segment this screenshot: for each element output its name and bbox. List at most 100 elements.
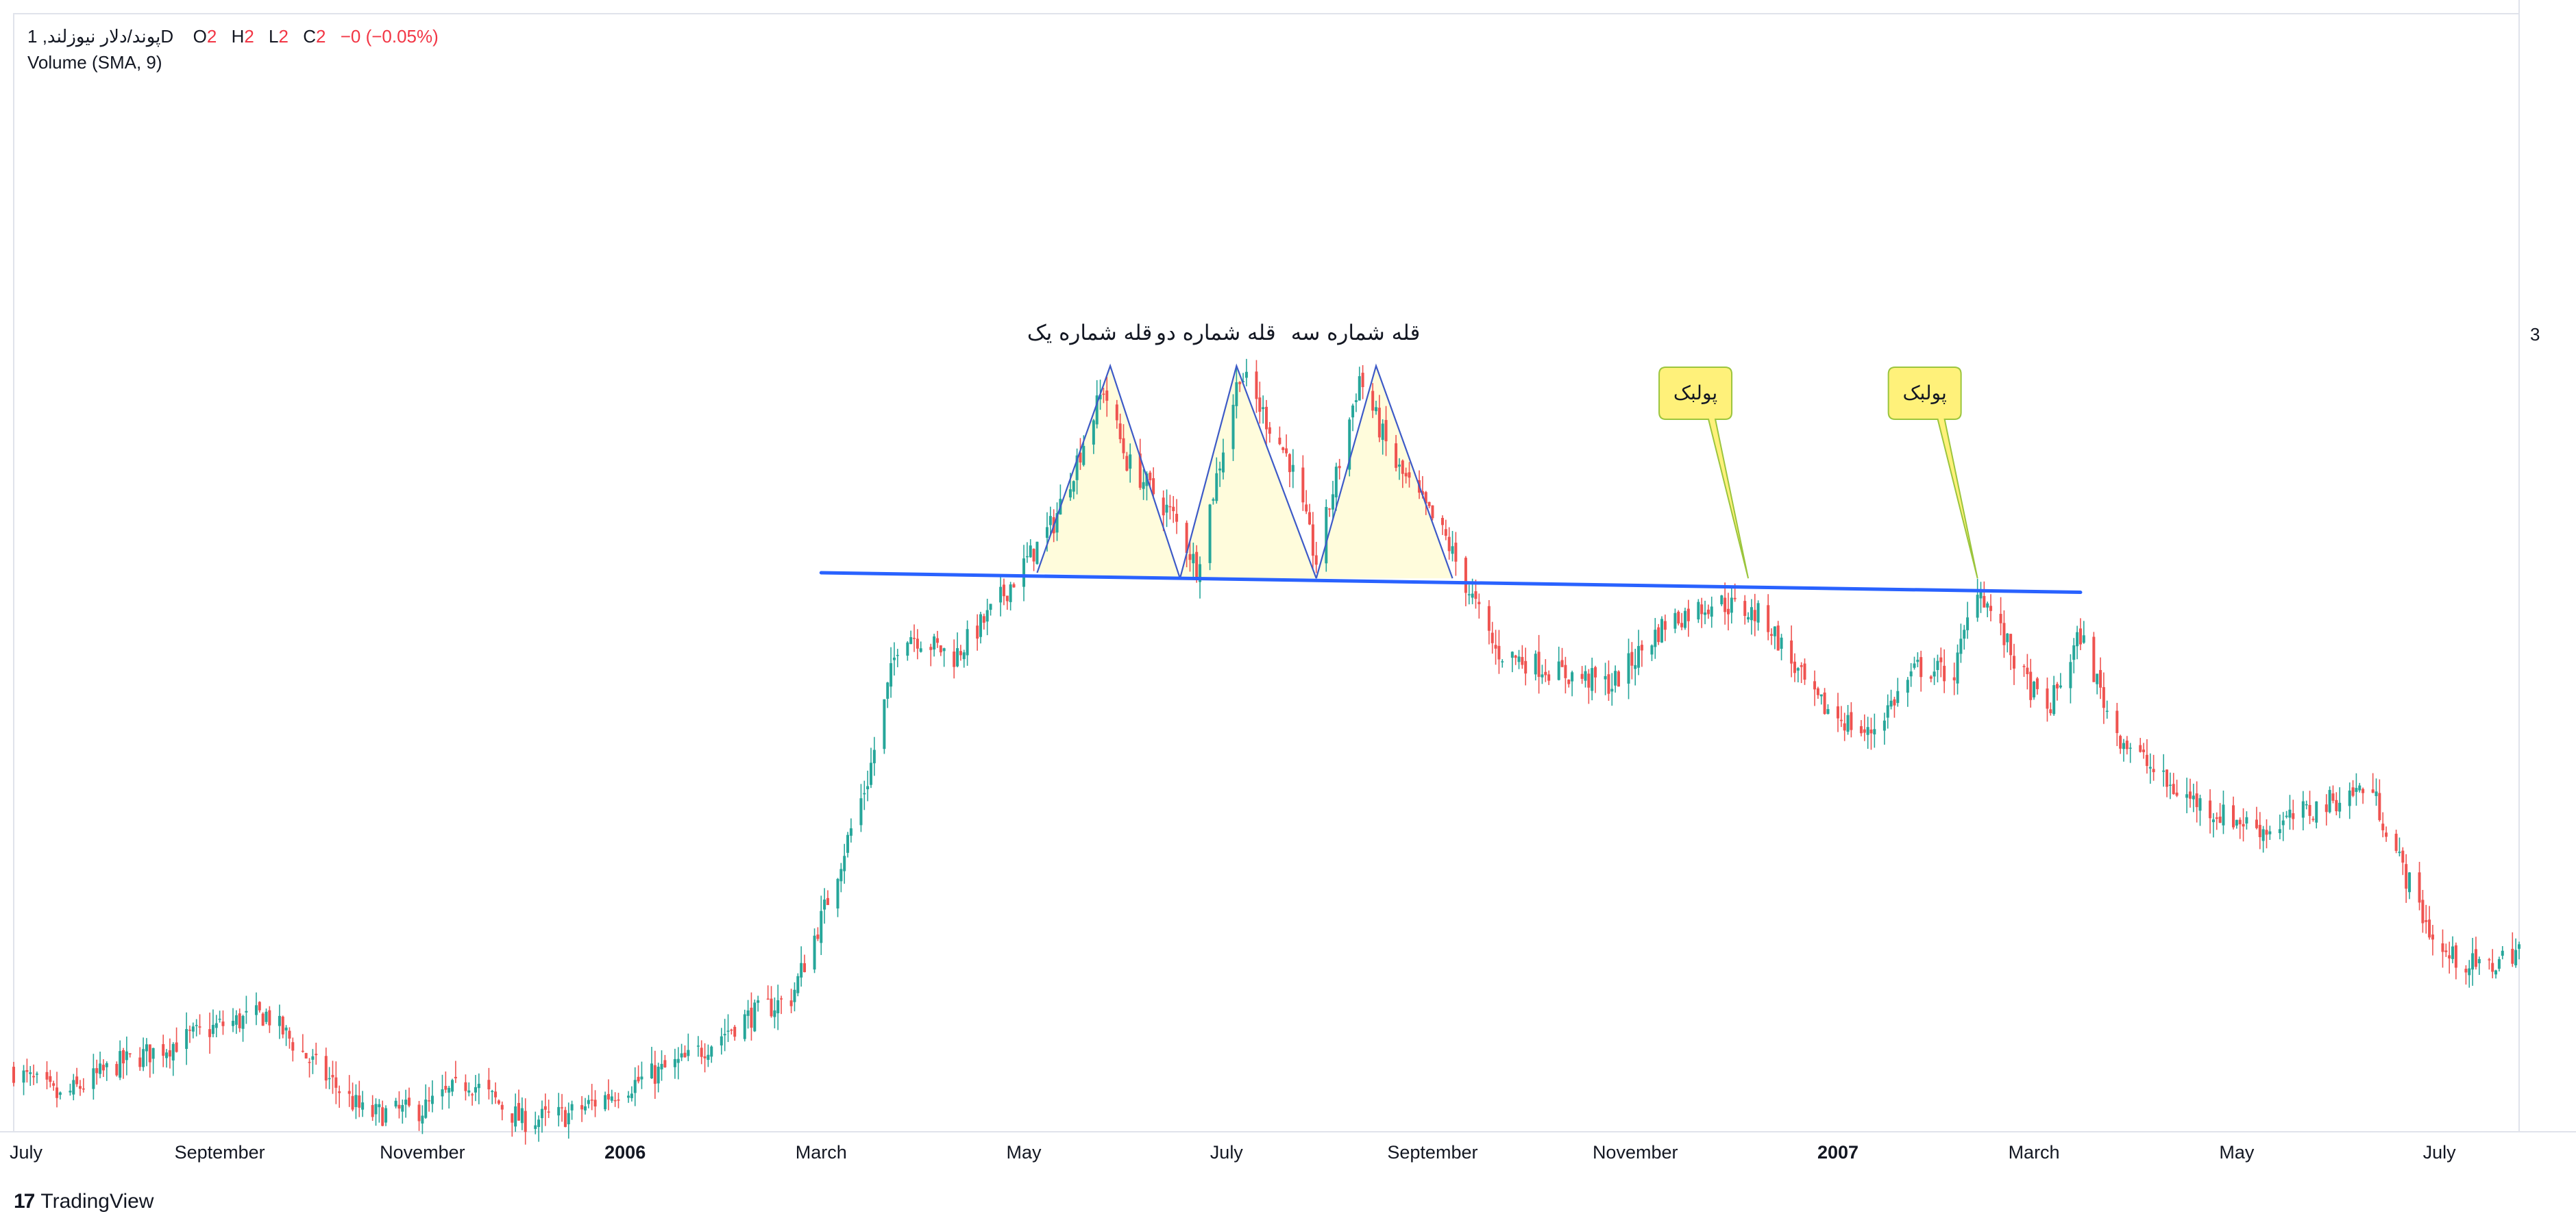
candle	[2464, 965, 2468, 985]
candle-body	[99, 1063, 102, 1074]
candle	[1404, 467, 1408, 484]
candle-body	[1022, 558, 1026, 587]
candle-body	[590, 1100, 593, 1101]
candle-body	[2431, 934, 2434, 940]
candle-body	[471, 1094, 474, 1095]
candle	[2407, 871, 2411, 900]
candle	[703, 1043, 707, 1073]
candle-body	[1564, 665, 1567, 678]
volume-indicator-legend[interactable]: Volume (SMA, 9)	[27, 52, 162, 73]
candle	[1079, 438, 1082, 470]
candle	[2441, 929, 2444, 968]
candle	[1255, 360, 1258, 413]
candle-body	[606, 1093, 610, 1100]
time-axis[interactable]: July September November 2006 March May July Sep…	[10, 1142, 2456, 1163]
candle-body	[1893, 699, 1896, 706]
neckline-group[interactable]	[819, 571, 2083, 595]
candle	[1075, 448, 1079, 495]
time-axis-label: July	[2423, 1142, 2457, 1163]
candle-body	[1524, 660, 1528, 674]
symbol-title[interactable]: پوند/دلار نیوزلند, 1D	[27, 26, 174, 47]
candle	[683, 1045, 687, 1058]
candle	[2092, 632, 2096, 682]
candle	[69, 1083, 72, 1096]
candle-body	[1979, 592, 1983, 599]
candle-body	[1440, 517, 1444, 525]
candle	[1268, 421, 1271, 443]
candle	[537, 1115, 541, 1142]
candle-body	[2092, 636, 2096, 682]
candle-body	[1291, 464, 1295, 472]
candle	[2166, 769, 2169, 797]
candle-body	[1258, 397, 1262, 412]
candle-body	[148, 1044, 151, 1063]
tradingview-branding[interactable]: 17 TradingView	[14, 1190, 154, 1213]
candle-body	[238, 1013, 241, 1028]
candle	[2292, 800, 2295, 830]
candle-body	[1235, 382, 1238, 406]
candle-body	[2474, 949, 2477, 967]
candle-body	[1614, 671, 1617, 686]
candle	[750, 992, 753, 1041]
candle-body	[2172, 784, 2175, 795]
candle-body	[1726, 608, 1730, 615]
candle-body	[1172, 506, 1175, 512]
candle	[168, 1038, 171, 1069]
candle-body	[2145, 754, 2148, 767]
candle	[474, 1075, 477, 1102]
candle	[2425, 904, 2428, 934]
candle-body	[474, 1087, 477, 1093]
candle-body	[2059, 685, 2062, 688]
candle-body	[520, 1108, 524, 1124]
candle-body	[2258, 825, 2261, 837]
candle	[2328, 786, 2331, 814]
candle-body	[1244, 371, 1248, 378]
candle-body	[2218, 816, 2222, 823]
candle-body	[780, 998, 783, 1000]
candle-body	[1943, 665, 1946, 682]
candle-body	[214, 1023, 218, 1028]
candle	[1916, 652, 1919, 667]
candle	[517, 1089, 521, 1121]
candle	[913, 624, 916, 652]
candle-body	[1773, 626, 1776, 636]
candle	[816, 927, 820, 941]
candle-body	[627, 1095, 630, 1098]
candle	[1235, 367, 1238, 419]
candle-body	[268, 1010, 271, 1026]
candle	[198, 1014, 201, 1035]
candle-body	[32, 1076, 36, 1078]
candle-body	[892, 657, 896, 660]
candle-body	[976, 625, 979, 639]
neckline[interactable]	[819, 571, 2083, 595]
candle-body	[1607, 674, 1610, 694]
candle-body	[2454, 945, 2457, 968]
candle-body	[175, 1042, 178, 1052]
candle-body	[746, 1010, 750, 1016]
candle-body	[454, 1076, 457, 1079]
candle	[2491, 949, 2494, 978]
volume-indicator-label[interactable]: Volume (SMA, 9)	[27, 52, 162, 73]
candle-body	[208, 1029, 212, 1037]
candle	[653, 1050, 657, 1099]
candle-body	[2255, 819, 2258, 828]
candle	[1092, 419, 1095, 454]
candle	[617, 1093, 620, 1108]
candle-body	[813, 935, 816, 970]
candle-body	[823, 900, 826, 910]
candle	[1747, 612, 1750, 623]
candle-body	[2099, 670, 2102, 688]
candle-body	[1839, 719, 1843, 721]
candle	[2338, 787, 2342, 819]
candle-body	[1803, 663, 1806, 680]
candle-body	[959, 651, 962, 656]
candle	[430, 1080, 434, 1113]
candle	[1627, 639, 1630, 699]
candle-body	[35, 1074, 38, 1075]
candle-body	[1118, 423, 1122, 440]
candle	[2454, 942, 2457, 980]
candle	[723, 1019, 726, 1052]
candle-body	[487, 1080, 491, 1090]
candle	[1587, 669, 1591, 704]
